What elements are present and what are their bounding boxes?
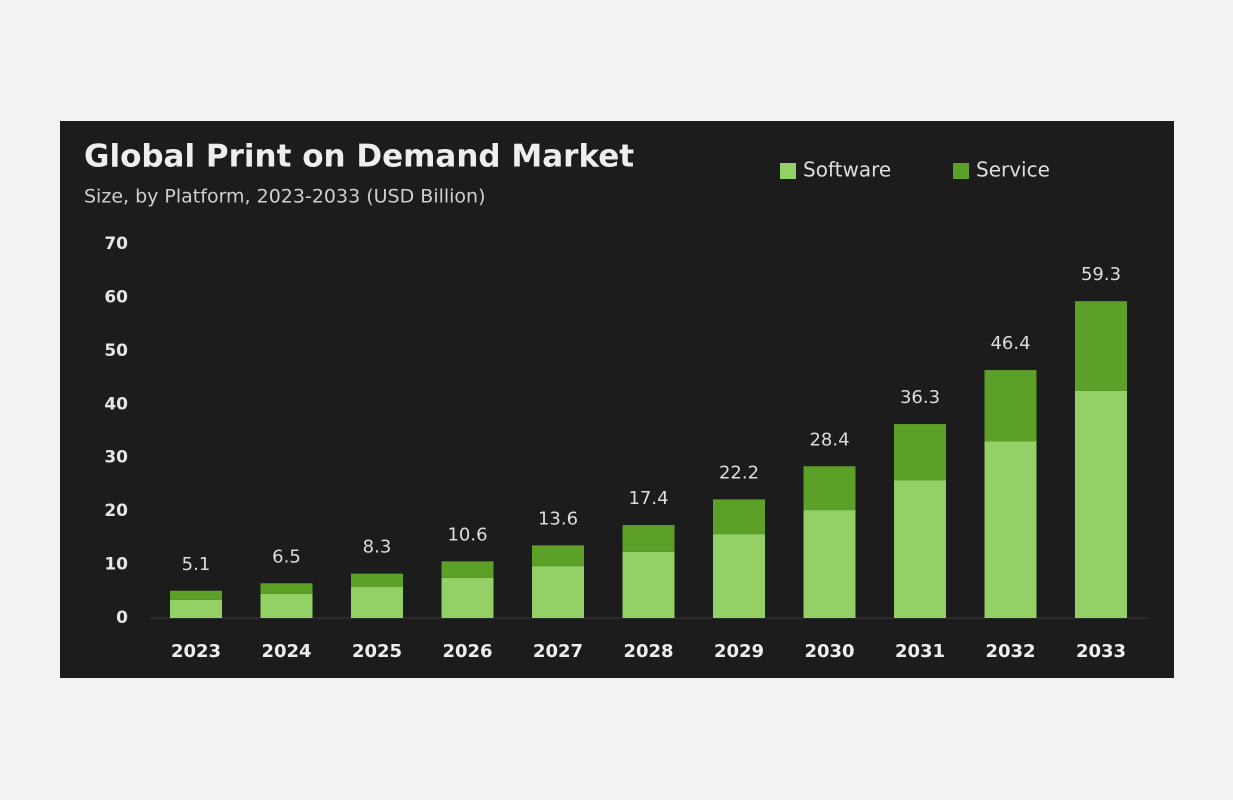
bar-segment — [260, 583, 313, 594]
total-label: 13.6 — [538, 508, 578, 529]
y-tick-label: 10 — [104, 555, 128, 575]
bar-segment — [803, 466, 856, 511]
bar-segment — [441, 561, 494, 578]
bar-segment — [351, 573, 403, 588]
x-tick-label: 2030 — [804, 641, 854, 662]
y-tick-label: 30 — [104, 448, 128, 468]
bar-segment — [351, 587, 403, 618]
y-tick-label: 0 — [116, 608, 128, 628]
x-tick-label: 2028 — [623, 641, 673, 662]
chart-subtitle: Size, by Platform, 2023-2033 (USD Billio… — [84, 186, 486, 208]
total-label: 17.4 — [628, 488, 668, 509]
legend-swatch — [780, 163, 796, 179]
legend-label: Software — [803, 158, 891, 182]
bar-segment — [532, 545, 584, 567]
bar-segment — [622, 525, 675, 552]
bar-segment — [1075, 390, 1127, 618]
bar-segment — [170, 599, 222, 618]
y-tick-label: 40 — [104, 394, 128, 414]
x-tick-label: 2029 — [714, 641, 764, 662]
total-label: 5.1 — [182, 554, 211, 575]
bar-segment — [713, 499, 765, 535]
x-tick-label: 2032 — [985, 641, 1035, 662]
bar-segment — [713, 534, 765, 618]
y-tick-label: 60 — [104, 287, 128, 307]
x-tick-label: 2031 — [895, 641, 945, 662]
total-label: 10.6 — [447, 524, 487, 545]
y-tick-label: 50 — [104, 341, 128, 361]
legend-swatch — [953, 163, 969, 179]
x-tick-label: 2026 — [442, 641, 492, 662]
bar-segment — [894, 480, 946, 618]
bar-segment — [532, 566, 584, 618]
total-label: 6.5 — [272, 546, 301, 567]
x-tick-label: 2024 — [261, 641, 311, 662]
bar-segment — [622, 551, 675, 618]
x-tick-label: 2033 — [1076, 641, 1126, 662]
bar-segment — [441, 577, 494, 618]
total-label: 8.3 — [363, 537, 392, 558]
bar-segment — [984, 441, 1037, 618]
bar-segment — [170, 590, 222, 600]
y-tick-label: 20 — [104, 501, 128, 521]
total-label: 28.4 — [809, 429, 849, 450]
y-tick-label: 70 — [104, 234, 128, 254]
bar-segment — [1075, 301, 1127, 391]
bar-segment — [984, 370, 1037, 442]
x-tick-label: 2025 — [352, 641, 402, 662]
x-tick-label: 2023 — [171, 641, 221, 662]
chart-title: Global Print on Demand Market — [84, 139, 634, 175]
bar-segment — [260, 593, 313, 618]
legend-label: Service — [976, 158, 1050, 182]
x-tick-label: 2027 — [533, 641, 583, 662]
total-label: 36.3 — [900, 387, 940, 408]
bar-segment — [803, 510, 856, 618]
total-label: 46.4 — [990, 333, 1030, 354]
bar-segment — [894, 424, 946, 481]
total-label: 59.3 — [1081, 264, 1121, 285]
total-label: 22.2 — [719, 462, 759, 483]
